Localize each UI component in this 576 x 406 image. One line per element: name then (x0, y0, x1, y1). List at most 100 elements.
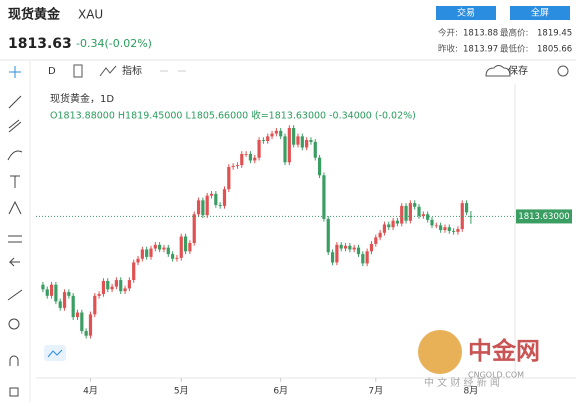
candle-body (101, 280, 106, 294)
candle-body (343, 245, 348, 249)
candle-body (140, 249, 144, 259)
interval-button[interactable]: D (48, 66, 56, 77)
candle-body (261, 140, 265, 141)
candle-body (80, 312, 84, 332)
candle-body (183, 236, 188, 252)
candle-body (391, 220, 395, 228)
x-tick-label: 8月 (464, 386, 479, 397)
indicator-icon[interactable] (99, 65, 117, 77)
candle-body (378, 232, 382, 238)
candle-body (447, 227, 451, 231)
ohlc-legend: O1813.88000 H1819.45000 L1805.66000 收=18… (50, 110, 416, 122)
watermark-brand: 中金网 (468, 337, 540, 365)
candle-body (179, 236, 183, 258)
candle-body (326, 218, 330, 253)
candle-body (145, 249, 149, 257)
settings-icon[interactable] (557, 65, 569, 77)
candle-icon[interactable] (73, 64, 83, 78)
candle-body (205, 195, 209, 216)
candle-body (49, 284, 54, 296)
candle-body (171, 254, 175, 259)
candle-body (132, 262, 136, 281)
fullscreen-button-label[interactable]: 全屏 (531, 7, 549, 19)
price-tag-label: 1813.63000 (518, 212, 569, 222)
candle-body (218, 204, 222, 206)
stat-value: 1813.97 (463, 45, 498, 55)
candle-body (356, 247, 361, 255)
candle-body (166, 247, 170, 255)
candle-body (244, 153, 248, 155)
indicators-button[interactable]: 指标 (122, 64, 142, 77)
instrument-name: 现货黄金 (8, 7, 61, 23)
candle-body (296, 136, 300, 145)
candle-body (162, 247, 166, 250)
candle-body (404, 205, 408, 221)
save-button[interactable]: 保存 (508, 64, 528, 77)
drawing-tools[interactable] (7, 66, 23, 397)
candle-body (93, 295, 97, 315)
trade-button[interactable] (436, 6, 496, 20)
candle-body (201, 200, 205, 216)
stat-label: 最低价: (500, 44, 528, 55)
candle-body (97, 293, 101, 296)
candle-body (106, 280, 110, 290)
candle-body (387, 224, 391, 228)
candle-body (430, 219, 434, 226)
candle-body (54, 284, 58, 302)
candle-body (313, 141, 317, 158)
candle-body (235, 165, 240, 167)
candle-body (305, 140, 309, 148)
candle-body (330, 252, 335, 263)
candle-body (274, 130, 278, 134)
trade-button-label[interactable]: 交易 (457, 7, 475, 19)
candle-body (443, 227, 447, 230)
candle-body (400, 205, 404, 224)
candle-body (114, 280, 119, 287)
stat-label: 昨收: (438, 44, 458, 55)
candle-body (248, 153, 253, 161)
candle-body (270, 133, 274, 137)
candle-body (456, 229, 460, 232)
candle-body (84, 331, 88, 336)
candle-body (339, 244, 343, 249)
candle-body (227, 166, 231, 190)
candle-body (231, 166, 235, 167)
candle-body (71, 295, 75, 318)
candle-body (287, 128, 291, 163)
candle-body (283, 136, 287, 163)
candle-body (257, 140, 261, 158)
stat-label: 今开: (438, 28, 458, 39)
candle-body (222, 189, 227, 206)
candle-body (464, 203, 469, 213)
candle-body (149, 248, 153, 257)
candle-body (75, 312, 80, 318)
stat-value: 1813.88 (463, 29, 498, 39)
watermark-site: CNGOLD.COM (468, 371, 524, 380)
candle-body (317, 157, 322, 176)
candle-body (175, 257, 179, 259)
fullscreen-button[interactable] (510, 6, 570, 20)
cloud-icon[interactable] (485, 65, 511, 77)
stat-value: 1819.45 (537, 29, 572, 39)
candle-body (88, 314, 93, 336)
logo-mark (47, 349, 63, 358)
candle-body (158, 244, 162, 250)
candle-body (240, 153, 244, 166)
candle-body (395, 220, 400, 224)
candle-body (361, 254, 365, 264)
candle-body (322, 175, 326, 219)
candle-body (67, 292, 71, 296)
watermark-slogan: 中 文 财 经 新 闻 (424, 376, 500, 389)
candle-body (426, 214, 430, 220)
candle-body (266, 136, 270, 141)
stat-value: 1805.66 (537, 45, 572, 55)
candle-body (214, 193, 218, 205)
x-tick-label: 7月 (368, 386, 383, 397)
chart-title: 现货黄金，1D (50, 92, 114, 105)
last-price: 1813.63 (8, 36, 72, 52)
candle-body (41, 284, 45, 290)
candle-body (136, 258, 140, 263)
x-tick-label: 5月 (174, 386, 189, 397)
